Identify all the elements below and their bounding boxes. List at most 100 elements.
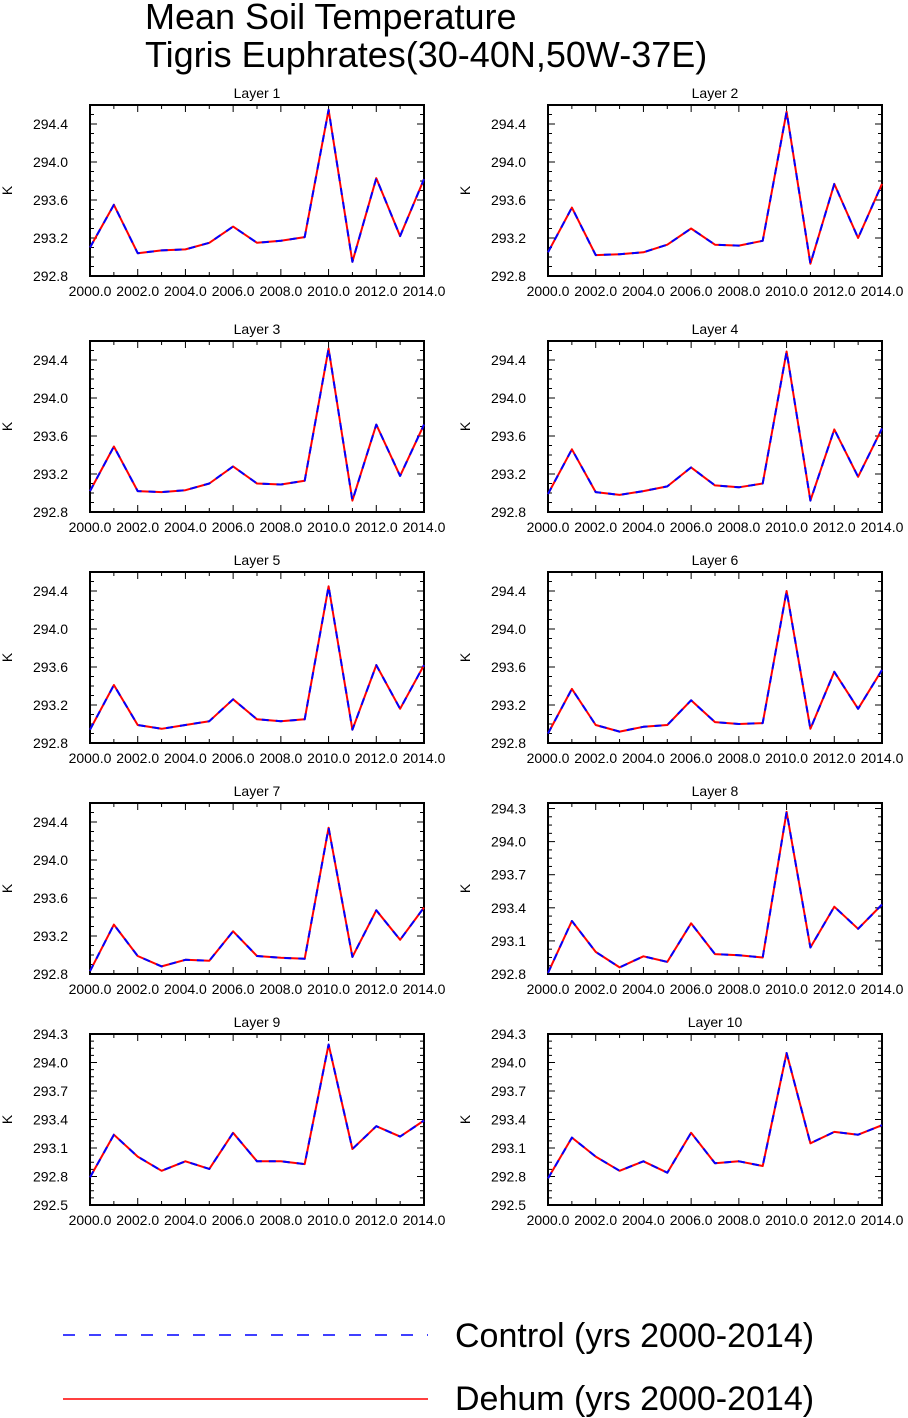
plot-frame	[89, 104, 425, 277]
x-tick-label: 2008.0	[717, 519, 760, 535]
x-tick-label: 2004.0	[622, 283, 665, 299]
x-tick-label: 2002.0	[574, 1212, 617, 1228]
x-tick-label: 2008.0	[259, 1212, 302, 1228]
plot-frame	[547, 571, 883, 744]
x-tick-label: 2002.0	[116, 981, 159, 997]
series-line-dehum	[89, 826, 425, 972]
y-tick-label: 293.6	[491, 192, 526, 208]
series-line-dehum	[547, 350, 883, 502]
chart-panel: Layer 6 K 2000.0 2002.0 2004.0 2006.0 2008.0 20…	[457, 552, 904, 766]
x-tick-label: 2008.0	[717, 1212, 760, 1228]
panel-title: Layer 5	[234, 552, 281, 568]
x-tick-label: 2010.0	[765, 1212, 808, 1228]
x-tick-label: 2004.0	[622, 519, 665, 535]
y-tick-label: 294.3	[33, 1026, 68, 1042]
chart-panel: Layer 2 K 2000.0 2002.0 2004.0 2006.0 2008.0 20…	[457, 85, 904, 299]
y-tick-label: 293.2	[33, 230, 68, 246]
x-tick-label: 2000.0	[69, 750, 112, 766]
y-tick-label: 294.4	[33, 583, 68, 599]
x-tick-label: 2006.0	[670, 519, 713, 535]
x-tick-label: 2006.0	[212, 1212, 255, 1228]
y-tick-label: 292.8	[491, 966, 526, 982]
y-tick-label: 294.4	[33, 352, 68, 368]
y-axis-label: K	[457, 652, 473, 662]
chart-panel: Layer 10 K 2000.0 2002.0 2004.0 2006.0 2008.0 2…	[457, 1014, 904, 1228]
x-tick-label: 2006.0	[212, 981, 255, 997]
x-tick-label: 2002.0	[574, 519, 617, 535]
panel-title: Layer 9	[234, 1014, 281, 1030]
y-tick-label: 293.4	[491, 900, 526, 916]
page-title: Mean Soil Temperature	[145, 0, 517, 37]
y-tick-label: 294.0	[491, 834, 526, 850]
x-tick-label: 2006.0	[670, 981, 713, 997]
y-tick-label: 294.0	[491, 154, 526, 170]
y-tick-label: 293.1	[33, 1140, 68, 1156]
y-tick-label: 293.6	[33, 659, 68, 675]
x-tick-label: 2014.0	[861, 981, 904, 997]
x-tick-label: 2010.0	[765, 750, 808, 766]
x-tick-label: 2002.0	[116, 1212, 159, 1228]
chart-panel: Layer 9 K 2000.0 2002.0 2004.0 2006.0 2008.0 20…	[0, 1014, 446, 1228]
y-tick-label: 292.8	[33, 504, 68, 520]
y-tick-label: 294.0	[33, 852, 68, 868]
x-tick-label: 2000.0	[527, 981, 570, 997]
series-line-dehum	[89, 585, 425, 731]
x-tick-label: 2014.0	[403, 1212, 446, 1228]
y-tick-label: 293.1	[491, 1140, 526, 1156]
y-tick-label: 293.7	[33, 1083, 68, 1099]
y-tick-label: 293.2	[491, 697, 526, 713]
x-tick-label: 2012.0	[813, 981, 856, 997]
x-tick-label: 2000.0	[69, 519, 112, 535]
x-tick-label: 2002.0	[574, 283, 617, 299]
x-tick-label: 2006.0	[212, 283, 255, 299]
x-tick-label: 2002.0	[116, 283, 159, 299]
x-tick-label: 2010.0	[765, 283, 808, 299]
series-line-control	[89, 826, 425, 972]
x-tick-label: 2006.0	[670, 283, 713, 299]
series-line-dehum	[547, 810, 883, 974]
y-tick-label: 293.4	[491, 1112, 526, 1128]
x-tick-label: 2006.0	[670, 1212, 713, 1228]
x-tick-label: 2014.0	[861, 750, 904, 766]
x-tick-label: 2012.0	[355, 750, 398, 766]
y-axis-label: K	[0, 185, 15, 195]
y-tick-label: 294.0	[33, 621, 68, 637]
series-line-dehum	[547, 590, 883, 734]
y-tick-label: 294.3	[491, 1026, 526, 1042]
y-tick-label: 293.6	[33, 192, 68, 208]
y-tick-label: 293.6	[491, 428, 526, 444]
x-tick-label: 2002.0	[574, 981, 617, 997]
panel-title: Layer 2	[692, 85, 739, 101]
x-tick-label: 2002.0	[116, 750, 159, 766]
x-tick-label: 2008.0	[259, 750, 302, 766]
series-line-control	[547, 110, 883, 265]
y-axis-label: K	[0, 883, 15, 893]
x-tick-label: 2010.0	[307, 1212, 350, 1228]
x-tick-label: 2000.0	[69, 283, 112, 299]
y-tick-label: 292.5	[491, 1197, 526, 1213]
y-tick-label: 292.8	[33, 735, 68, 751]
series-line-dehum	[547, 1052, 883, 1179]
y-tick-label: 293.2	[33, 466, 68, 482]
plot-frame	[547, 802, 883, 975]
x-tick-label: 2008.0	[717, 981, 760, 997]
x-tick-label: 2004.0	[164, 283, 207, 299]
y-tick-label: 292.8	[491, 504, 526, 520]
x-tick-label: 2010.0	[765, 981, 808, 997]
x-tick-label: 2000.0	[527, 283, 570, 299]
chart-panel: Layer 1 K 2000.0 2002.0 2004.0 2006.0 2008.0 20…	[0, 85, 446, 299]
y-tick-label: 293.2	[491, 230, 526, 246]
x-tick-label: 2012.0	[813, 283, 856, 299]
y-tick-label: 294.4	[33, 814, 68, 830]
y-tick-label: 294.4	[491, 352, 526, 368]
legend-label-control: Control (yrs 2000-2014)	[455, 1317, 814, 1355]
x-tick-label: 2012.0	[813, 519, 856, 535]
plot-frame	[89, 571, 425, 744]
y-tick-label: 292.8	[33, 268, 68, 284]
panel-title: Layer 4	[692, 321, 739, 337]
series-line-control	[89, 108, 425, 263]
x-tick-label: 2010.0	[307, 981, 350, 997]
y-tick-label: 293.1	[491, 933, 526, 949]
x-tick-label: 2010.0	[307, 750, 350, 766]
